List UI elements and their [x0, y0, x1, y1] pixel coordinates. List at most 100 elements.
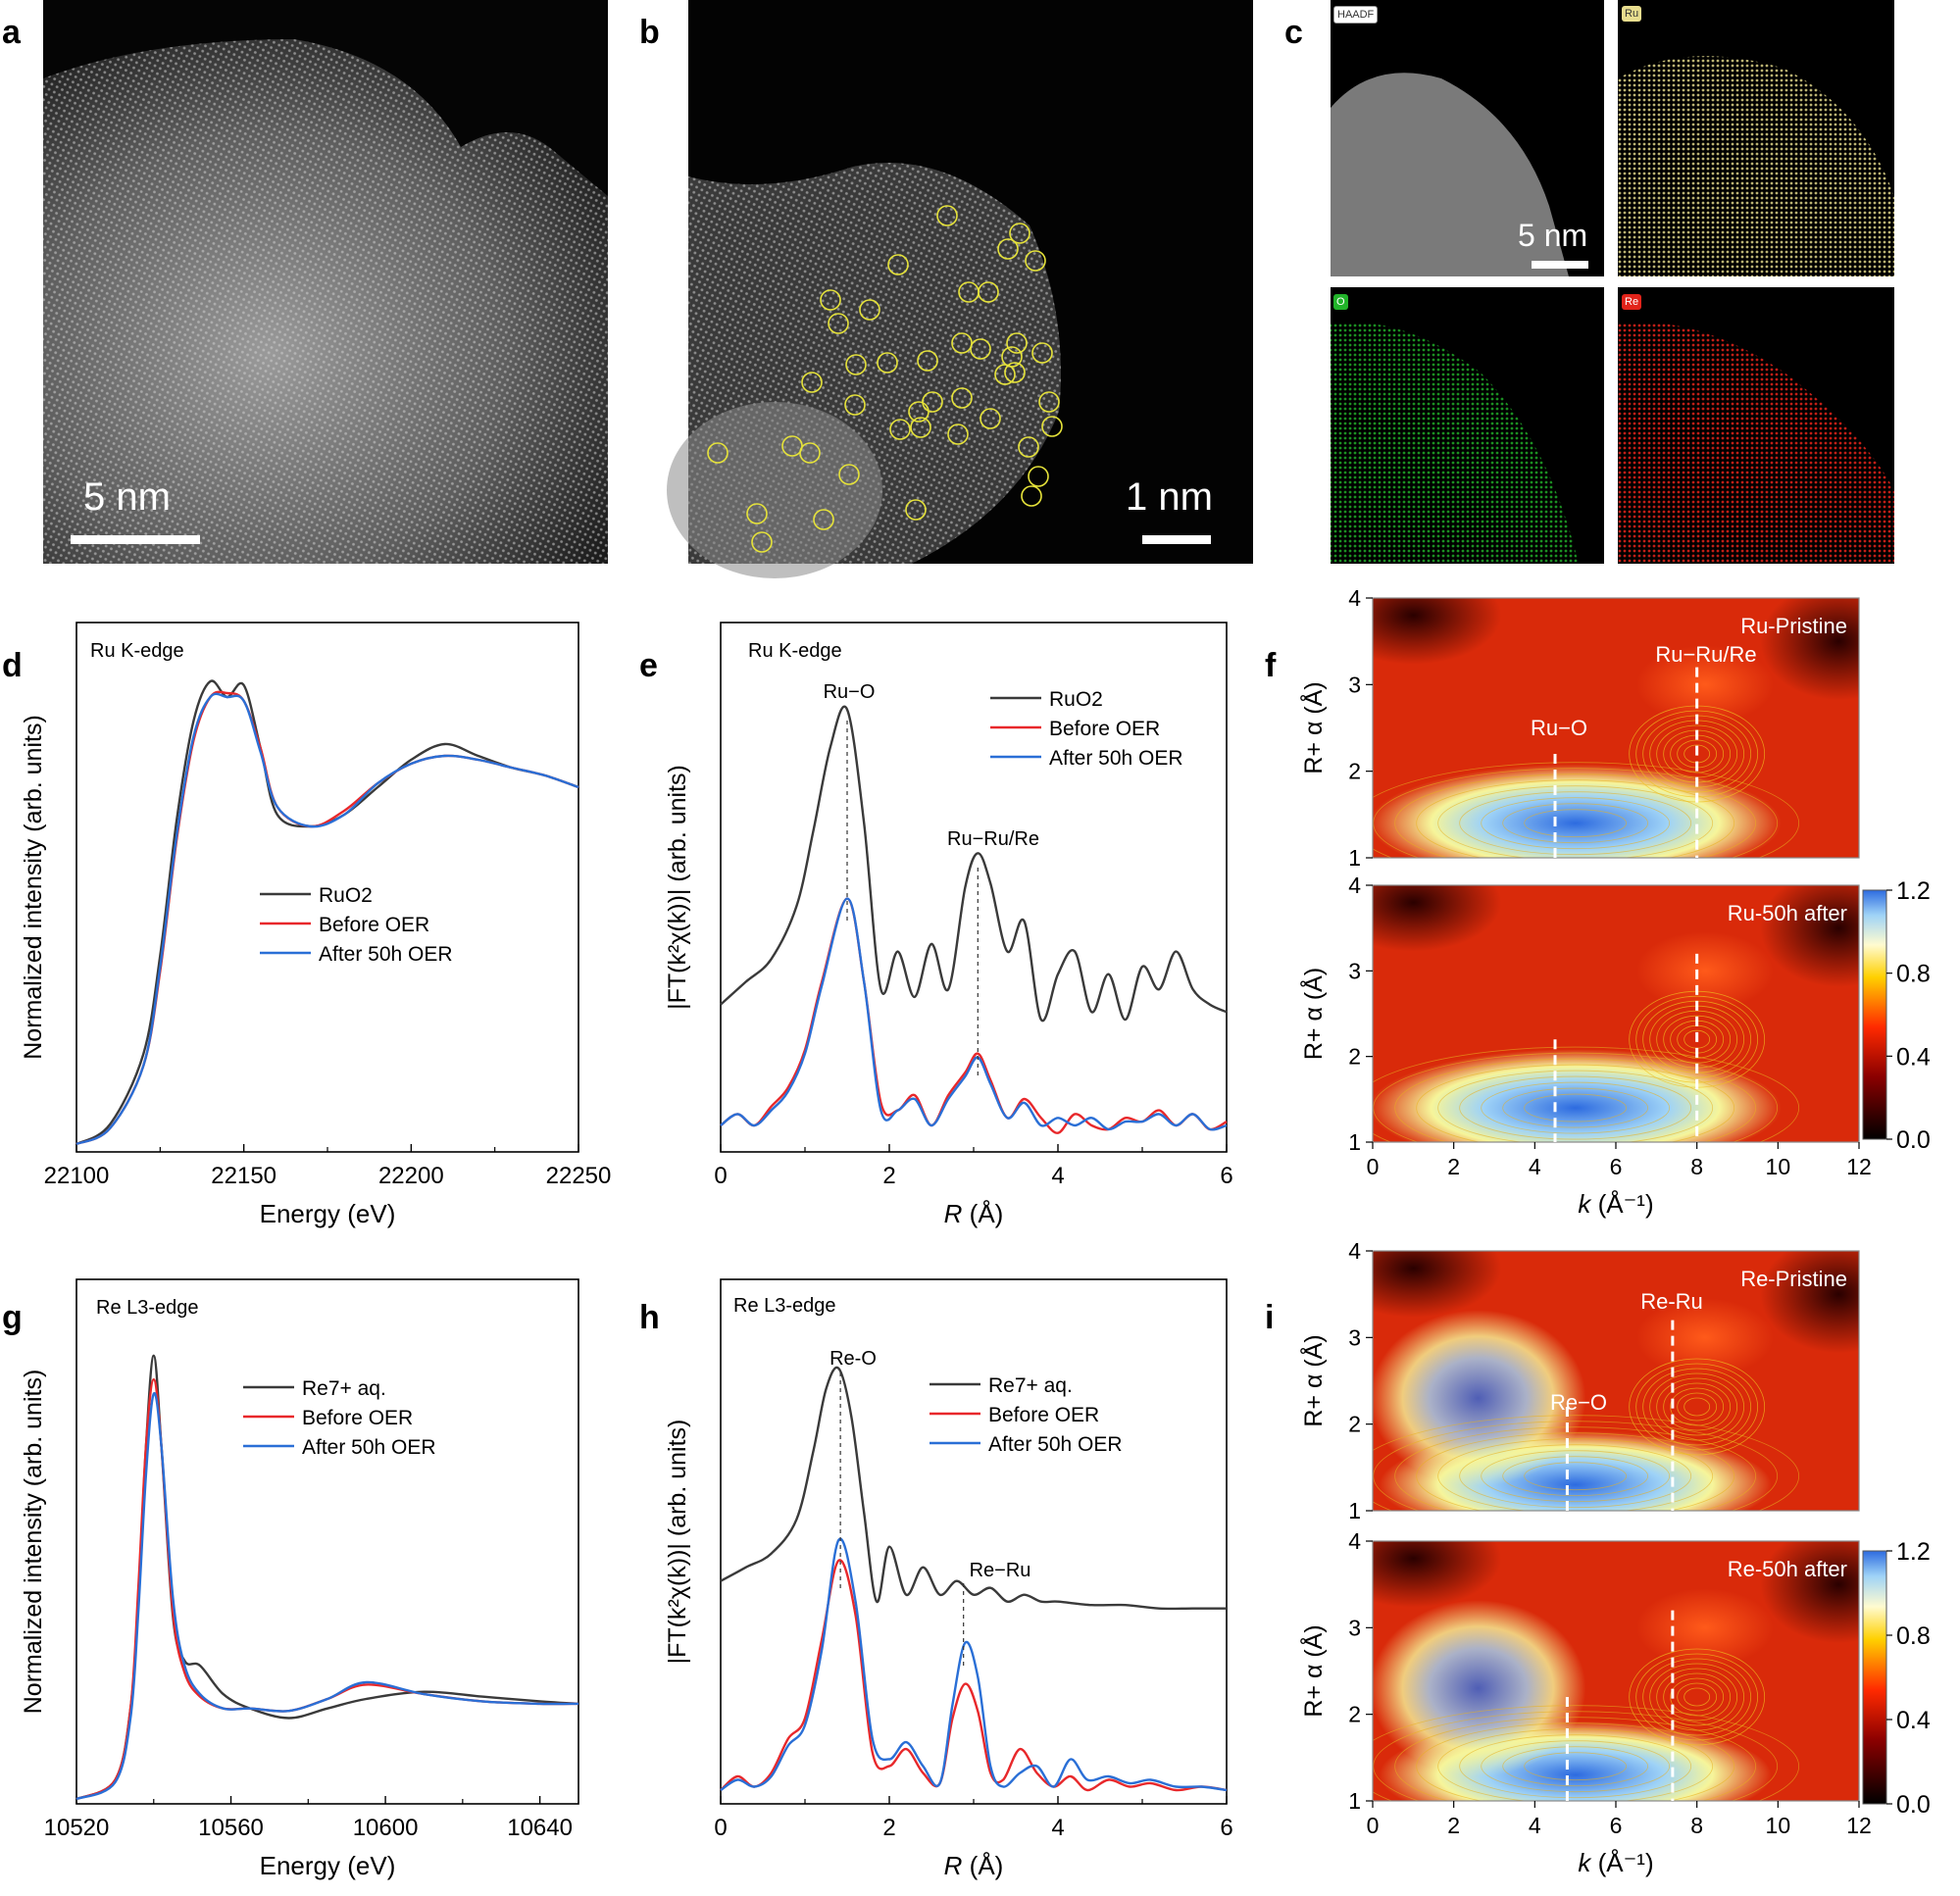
contour	[1481, 1450, 1671, 1503]
legend-label-h: Re7+ aq.	[988, 1374, 1073, 1397]
map-tag-o: O	[1333, 294, 1348, 310]
heatmap-dark	[1373, 598, 1502, 665]
xtick-label-h: 4	[1051, 1815, 1064, 1841]
yaxis-label-i: R+ α (Å)	[1298, 1334, 1328, 1426]
chart-d: 22100 22150 22200 22250 Energy (eV) Normalize…	[20, 622, 611, 1228]
contour	[1394, 1426, 1757, 1511]
colorbar-label-i: 0.0	[1896, 1791, 1931, 1819]
atom-marker	[799, 442, 821, 464]
xtick-label-i: 4	[1529, 1813, 1541, 1838]
ytick-label-i: 1	[1348, 1788, 1361, 1814]
plot-frame-g	[75, 1278, 579, 1805]
contour	[1684, 1397, 1711, 1417]
subplot-title-f: Ru-50h after	[1728, 901, 1847, 925]
xaxis-label-d: Energy (eV)	[260, 1199, 396, 1228]
heatmap-dark	[1760, 598, 1859, 701]
map-tag-haadf: HAADF	[1333, 6, 1379, 24]
ytick-label-i: 4	[1348, 1238, 1361, 1264]
contour	[1663, 1382, 1732, 1431]
atom-marker	[887, 254, 909, 275]
heatmap-dark	[1373, 885, 1502, 952]
atom-marker	[936, 205, 958, 226]
heatmap-f-0	[1373, 598, 1859, 858]
chart-g: 10520 10560 10600 10640 Energy (eV) Normalize…	[20, 1278, 579, 1880]
panel-label-c: c	[1284, 14, 1303, 51]
atom-marker	[838, 464, 860, 485]
atom-marker	[908, 401, 930, 423]
colorbar-label-f: 1.2	[1896, 877, 1931, 905]
atom-marker	[1038, 391, 1060, 413]
atom-marker	[820, 289, 841, 311]
legend-label-d: RuO2	[319, 884, 373, 907]
series-line-e-1	[720, 897, 1228, 1134]
contour	[1677, 1682, 1718, 1712]
contour	[1373, 1421, 1779, 1511]
peak-label-e: Ru−O	[824, 681, 876, 703]
heatmap-blob	[1373, 1049, 1782, 1142]
legend-label-h: Before OER	[988, 1404, 1099, 1426]
xtick-label-i: 6	[1610, 1813, 1623, 1838]
legend-label-h: After 50h OER	[988, 1433, 1123, 1456]
heatmap-dark	[1760, 1251, 1859, 1354]
plot-frame-h	[720, 1278, 1228, 1805]
xtick-label-i: 12	[1846, 1813, 1872, 1838]
xaxis-label-e: R (Å)	[944, 1199, 1004, 1228]
ytick-label-f: 4	[1348, 873, 1361, 898]
heatmap-i-0	[1373, 1251, 1859, 1511]
contour	[1459, 1444, 1692, 1509]
ytick-label-f: 1	[1348, 845, 1361, 871]
contour	[1684, 1687, 1711, 1707]
xtick-label-f: 0	[1367, 1154, 1380, 1179]
atom-marker	[917, 350, 938, 372]
bond-label-i: Re−O	[1550, 1390, 1607, 1415]
contour	[1373, 1052, 1779, 1142]
contour	[1437, 1070, 1714, 1142]
series-line-h-1	[720, 1559, 1228, 1792]
atom-marker	[1009, 223, 1030, 244]
xtick-label-d: 22200	[378, 1163, 444, 1189]
panel-label-e: e	[639, 647, 658, 684]
legend-label-d: Before OER	[319, 914, 429, 936]
heatmap-frame	[1372, 1250, 1860, 1512]
contour	[1524, 1462, 1628, 1491]
yaxis-label-f: R+ α (Å)	[1298, 681, 1328, 773]
heatmap-dark	[1373, 1541, 1502, 1608]
ytick-label-f: 2	[1348, 759, 1361, 784]
xtick-label-g: 10640	[507, 1815, 573, 1841]
atom-marker	[877, 352, 898, 374]
series-line-h-2	[720, 1537, 1228, 1792]
contour	[1459, 1075, 1692, 1140]
series-line-g-2	[75, 1391, 579, 1801]
colorbar-label-f: 0.4	[1896, 1043, 1931, 1071]
subplot-title-i: Re-Pristine	[1740, 1267, 1847, 1291]
atom-marker	[980, 408, 1001, 429]
xtick-label-i: 10	[1766, 1813, 1791, 1838]
contour	[1670, 1387, 1725, 1426]
xtick-label-h: 2	[882, 1815, 895, 1841]
xtick-label-d: 22100	[44, 1163, 110, 1189]
contour	[1373, 768, 1779, 858]
panel-label-f: f	[1265, 647, 1277, 684]
contour	[1670, 1677, 1725, 1717]
atom-marker	[970, 338, 991, 360]
contour	[1416, 779, 1735, 858]
atom-marker	[813, 509, 834, 530]
heatmap-f-1	[1373, 885, 1859, 1142]
xtick-label-f: 6	[1610, 1154, 1623, 1179]
contour	[1437, 785, 1714, 858]
contour	[1656, 1377, 1738, 1436]
heatmap-blob	[1373, 1600, 1586, 1777]
panel-b-image	[667, 0, 1253, 578]
atom-marker	[828, 313, 849, 334]
xtick-label-i: 0	[1367, 1813, 1380, 1838]
yaxis-label-g: Normalized intensity (arb. units)	[20, 1370, 47, 1715]
xtick-label-e: 6	[1220, 1163, 1232, 1189]
map-tag-re: Re	[1622, 294, 1642, 310]
contour	[1663, 1015, 1732, 1064]
xtick-label-f: 10	[1766, 1154, 1791, 1179]
atom-marker	[1021, 485, 1042, 507]
ytick-label-i: 2	[1348, 1702, 1361, 1727]
chart-h: 0 2 4 6 R (Å) |FT(k²χ(k))| (arb. units) Re L3-…	[664, 1278, 1233, 1880]
xtick-label-g: 10600	[353, 1815, 419, 1841]
ytick-label-f: 3	[1348, 672, 1361, 697]
